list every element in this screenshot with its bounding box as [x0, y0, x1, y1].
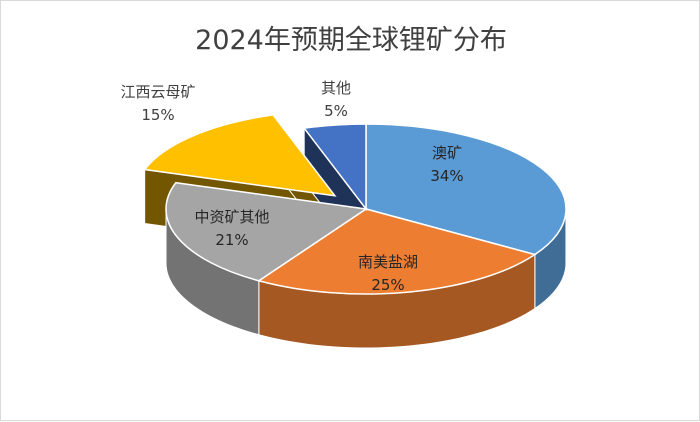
slice-0-value-label: 34%	[430, 167, 463, 185]
slice-2-name-label: 中资矿其他	[194, 208, 269, 226]
slice-3-value-label: 15%	[141, 106, 174, 124]
chart-title: 2024年预期全球锂矿分布	[195, 25, 507, 56]
slice-4-name-label: 其他	[321, 79, 351, 97]
slice-1-value-label: 25%	[371, 276, 404, 294]
slice-4-value-label: 5%	[324, 102, 348, 120]
slice-1-top	[257, 208, 537, 295]
slice-1-name-label: 南美盐湖	[358, 253, 418, 271]
slice-4-top	[302, 123, 367, 212]
slice-3-name-label: 江西云母矿	[120, 83, 195, 101]
slice-2-top	[165, 181, 369, 282]
slice-3-top	[143, 114, 337, 197]
slice-0-name-label: 澳矿	[432, 144, 462, 162]
slice-2-value-label: 21%	[215, 231, 248, 249]
